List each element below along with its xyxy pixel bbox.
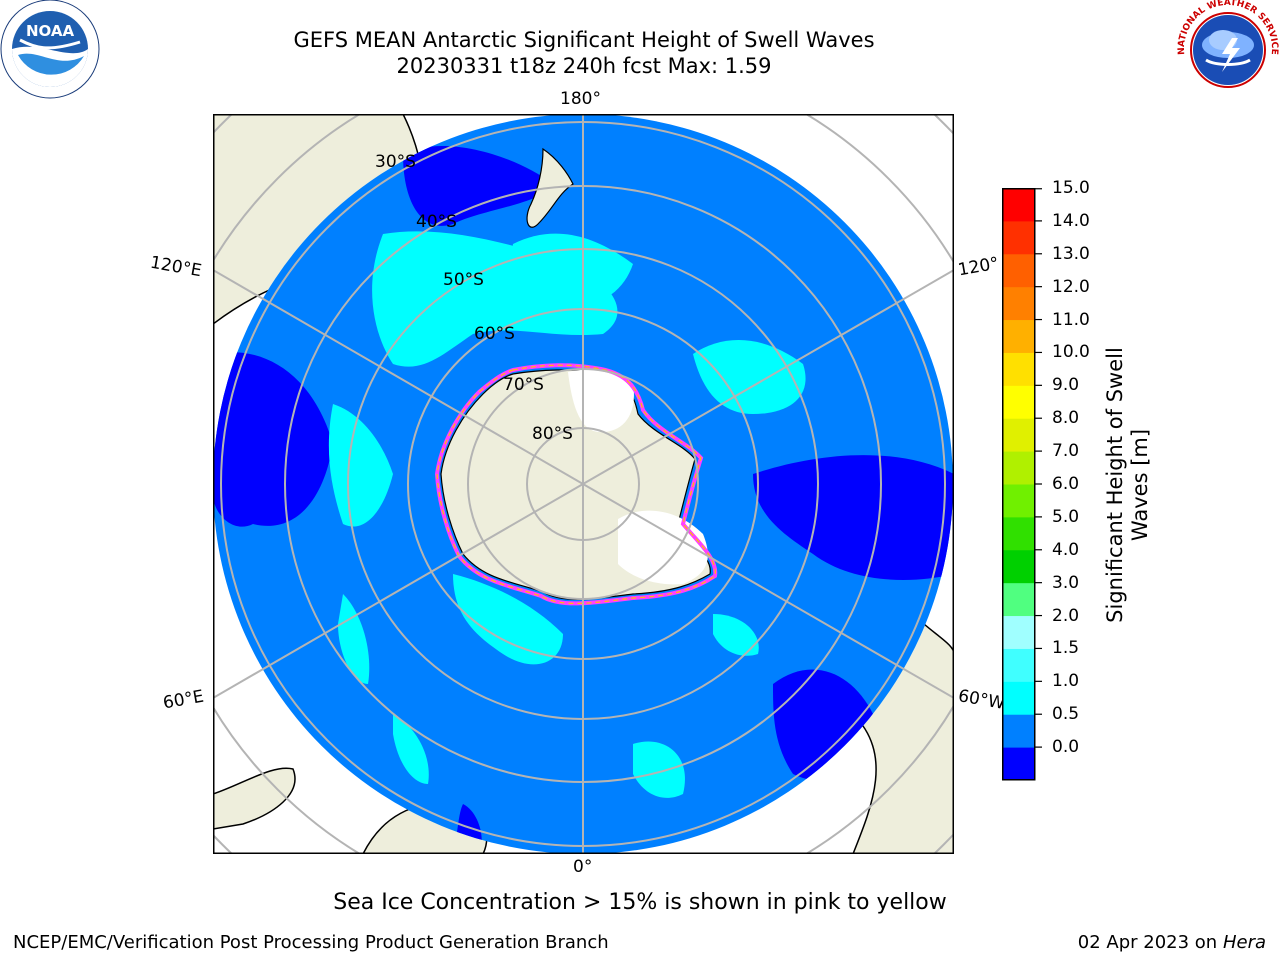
colorbar-cell bbox=[1002, 484, 1035, 518]
colorbar-tick-label: 1.5 bbox=[1052, 638, 1080, 659]
colorbar-cell bbox=[1002, 220, 1035, 255]
lat-label-60s: 60°S bbox=[474, 324, 515, 344]
colorbar-tick-label: 5.0 bbox=[1052, 506, 1080, 527]
colorbar-tick-label: 8.0 bbox=[1052, 408, 1080, 429]
graticule bbox=[213, 114, 954, 854]
colorbar-tick-label: 15.0 bbox=[1052, 178, 1090, 198]
colorbar-tick-label: 10.0 bbox=[1052, 342, 1090, 363]
lat-label-70s: 70°S bbox=[503, 375, 544, 395]
lon-label-180: 180° bbox=[560, 89, 601, 109]
colorbar-tick-label: 7.0 bbox=[1052, 441, 1080, 462]
colorbar-cell bbox=[1002, 253, 1035, 288]
colorbar-cell bbox=[1002, 188, 1035, 222]
colorbar-tick-label: 0.0 bbox=[1052, 737, 1080, 758]
colorbar-cell bbox=[1002, 714, 1035, 748]
colorbar-tick-label: 12.0 bbox=[1052, 276, 1090, 297]
colorbar-title: Significant Height of Swell Waves [m] bbox=[1103, 320, 1153, 650]
lon-label-60w: 60°W bbox=[956, 686, 1007, 714]
colorbar-tick-label: 14.0 bbox=[1052, 210, 1090, 231]
madagascar-land bbox=[213, 767, 296, 830]
colorbar-cell bbox=[1002, 516, 1035, 551]
colorbar-tick-label: 0.5 bbox=[1052, 704, 1080, 725]
lat-label-50s: 50°S bbox=[443, 270, 484, 290]
date-stamp-date: 02 Apr 2023 on bbox=[1077, 932, 1218, 953]
colorbar-cell bbox=[1002, 582, 1035, 617]
colorbar-cell bbox=[1002, 747, 1035, 781]
colorbar-tick-label: 13.0 bbox=[1052, 243, 1090, 264]
lon-label-120w: 120° bbox=[956, 253, 1001, 281]
colorbar-cell bbox=[1002, 319, 1035, 353]
colorbar-cell bbox=[1002, 681, 1035, 715]
sea-ice-note: Sea Ice Concentration > 15% is shown in … bbox=[333, 890, 947, 915]
lat-label-80s: 80°S bbox=[532, 424, 573, 444]
noaa-logo-icon: NOAA bbox=[0, 0, 100, 99]
colorbar-cell bbox=[1002, 418, 1035, 452]
colorbar-cell bbox=[1002, 385, 1035, 419]
colorbar-tick-label: 11.0 bbox=[1052, 309, 1090, 330]
colorbar-cell bbox=[1002, 549, 1035, 584]
date-stamp: 02 Apr 2023 on Hera bbox=[1078, 932, 1266, 953]
lon-label-0: 0° bbox=[573, 857, 593, 877]
national-weather-service-logo-icon: NATIONAL WEATHER SERVICE bbox=[1177, 0, 1279, 98]
lon-label-120e: 120°E bbox=[148, 252, 204, 282]
polar-map bbox=[213, 114, 954, 854]
colorbar-tick-label: 3.0 bbox=[1052, 572, 1080, 593]
colorbar-tick-label: 4.0 bbox=[1052, 539, 1080, 560]
colorbar-title-line2: Waves [m] bbox=[1128, 428, 1152, 542]
lat-label-40s: 40°S bbox=[416, 212, 457, 232]
colorbar-cell bbox=[1002, 451, 1035, 485]
noaa-logo-text: NOAA bbox=[26, 22, 75, 40]
colorbar-cell bbox=[1002, 352, 1035, 386]
colorbar-cell bbox=[1002, 615, 1035, 649]
colorbar-tick-label: 1.0 bbox=[1052, 671, 1080, 692]
chart-subtitle: 20230331 t18z 240h fcst Max: 1.59 bbox=[396, 54, 772, 78]
colorbar-cell bbox=[1002, 648, 1035, 682]
colorbar bbox=[1002, 188, 1042, 781]
colorbar-tick-label: 9.0 bbox=[1052, 375, 1080, 396]
lat-label-30s: 30°S bbox=[375, 152, 416, 172]
colorbar-tick-label: 6.0 bbox=[1052, 474, 1080, 494]
date-stamp-host: Hera bbox=[1222, 932, 1266, 953]
lon-label-60e: 60°E bbox=[161, 686, 206, 714]
credit-line: NCEP/EMC/Verification Post Processing Pr… bbox=[13, 932, 609, 953]
colorbar-tick-label: 2.0 bbox=[1052, 605, 1080, 626]
colorbar-title-line1: Significant Height of Swell bbox=[1103, 347, 1127, 623]
chart-title: GEFS MEAN Antarctic Significant Height o… bbox=[293, 28, 875, 52]
colorbar-cell bbox=[1002, 286, 1035, 321]
